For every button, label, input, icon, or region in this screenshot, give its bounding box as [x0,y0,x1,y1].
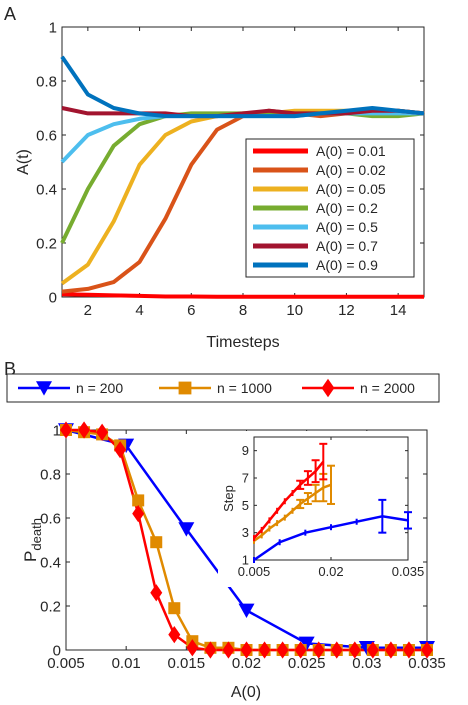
panel-b-y-tick-label: 1 [53,422,61,439]
data-point-n-2000 [168,625,181,644]
data-point-n-1000 [168,602,181,615]
series-line-a-0-0-01 [61,292,424,299]
legend-label-a-0-0-05: A(0) = 0.05 [316,181,386,197]
panel-b-x-tick-label: 0.025 [288,655,326,672]
data-point-n-2000 [258,641,271,659]
legend-label-a-0-0-5: A(0) = 0.5 [316,219,378,235]
panel-b-legend [6,373,440,403]
panel-b-x-tick-label: 0.015 [168,655,206,672]
inset-series-line-n-2000 [253,460,325,539]
panel-a-y-tick-label: 0.2 [36,235,57,252]
panel-a-y-tick-label: 0 [49,289,57,306]
panel-b-inset-chart: 0.005 0.02 0.035 1 3 5 7 9 Step [218,431,424,587]
inset-y-axis-label: Step [221,485,236,512]
data-point-n-200 [238,603,255,618]
panel-a-chart: 2 4 6 8 10 12 14 0 0.2 0.4 0.6 0.8 1 Timesteps A(t) A(0… [15,19,425,351]
panel-a-y-axis-label: A(t) [15,149,32,175]
panel-a-x-tick-label: 4 [135,302,143,319]
panel-a-x-tick-label: 2 [84,302,92,319]
data-point-n-2000 [222,641,235,659]
data-point-n-2000 [240,641,253,659]
inset-x-tick-label: 0.035 [392,564,425,579]
legend-label-n-1000: n = 1000 [217,380,272,396]
legend-marker-n-1000 [178,381,192,395]
data-point-n-2000 [294,641,307,659]
panel-b-y-tick-label: 0 [53,642,61,659]
panel-b-y-axis-label-subscript: death [29,518,44,551]
data-point-n-1000 [150,536,163,549]
panel-b-y-tick-label: 0.8 [40,466,61,483]
series-line-a-0-0-7 [61,106,425,119]
data-point-n-2000 [132,504,145,523]
panel-a-x-tick-label: 14 [390,302,407,319]
data-point-n-2000 [186,639,199,657]
panel-b-x-tick-label: 0.03 [352,655,381,672]
panel-b-x-tick-label: 0.02 [232,655,261,672]
panel-b-y-tick-label: 0.6 [40,510,61,527]
panel-a-x-tick-label: 8 [239,302,247,319]
data-point-n-200 [298,636,315,651]
legend-label-a-0-0-02: A(0) = 0.02 [316,162,386,178]
data-point-n-2000 [312,641,325,659]
panel-b-x-tick-label: 0.01 [112,655,141,672]
inset-y-tick-label: 5 [242,498,249,513]
data-point-n-1000 [132,494,145,507]
panel-a-y-tick-label: 0.8 [36,73,57,90]
inset-y-tick-label: 7 [242,471,249,486]
series-line-a-0-0-9 [60,55,425,119]
data-point-n-2000 [348,641,361,659]
legend-label-a-0-0-01: A(0) = 0.01 [316,143,386,159]
panel-a-x-axis-label: Timesteps [206,334,279,351]
legend-marker-n-2000 [321,378,335,398]
inset-x-tick-label: 0.02 [318,564,343,579]
data-point-n-2000 [421,641,433,659]
data-point-n-2000 [96,423,109,441]
data-point-n-200 [178,522,195,537]
panel-a-x-tick-label: 12 [338,302,355,319]
inset-x-tick-label: 0.005 [238,564,271,579]
panel-b-x-tick-label: 0.035 [408,655,446,672]
inset-y-tick-label: 3 [242,525,249,540]
panel-b-y-tick-label: 0.4 [40,554,61,571]
inset-y-tick-label: 9 [242,443,249,458]
data-point-n-2000 [114,441,127,459]
data-point-n-2000 [384,641,397,659]
data-point-n-2000 [330,641,343,659]
legend-label-n-200: n = 200 [76,380,123,396]
legend-label-n-2000: n = 2000 [360,380,415,396]
data-point-n-2000 [78,421,91,439]
panel-a-letter: A [4,4,16,24]
panel-a-y-tick-label: 0.6 [36,127,57,144]
panel-b-x-tick-label: 0.005 [47,655,85,672]
data-point-n-2000 [204,641,217,659]
data-point-n-2000 [402,641,415,659]
legend-marker-n-200 [36,381,52,396]
data-point-n-2000 [276,641,289,659]
data-point-n-2000 [60,421,72,439]
panel-a-x-tick-label: 10 [286,302,303,319]
panel-b-y-tick-label: 0.2 [40,598,61,615]
legend-label-a-0-0-2: A(0) = 0.2 [316,200,378,216]
panel-a-y-tick-label: 0.4 [36,181,57,198]
data-point-n-2000 [366,641,379,659]
panel-a-x-tick-label: 6 [187,302,195,319]
panel-b-x-axis-label: A(0) [231,684,261,701]
legend-label-a-0-0-9: A(0) = 0.9 [316,257,378,273]
legend-label-a-0-0-7: A(0) = 0.7 [316,238,378,254]
panel-a-y-tick-label: 1 [49,19,57,36]
inset-y-tick-label: 1 [242,553,249,568]
data-point-n-2000 [150,584,163,602]
